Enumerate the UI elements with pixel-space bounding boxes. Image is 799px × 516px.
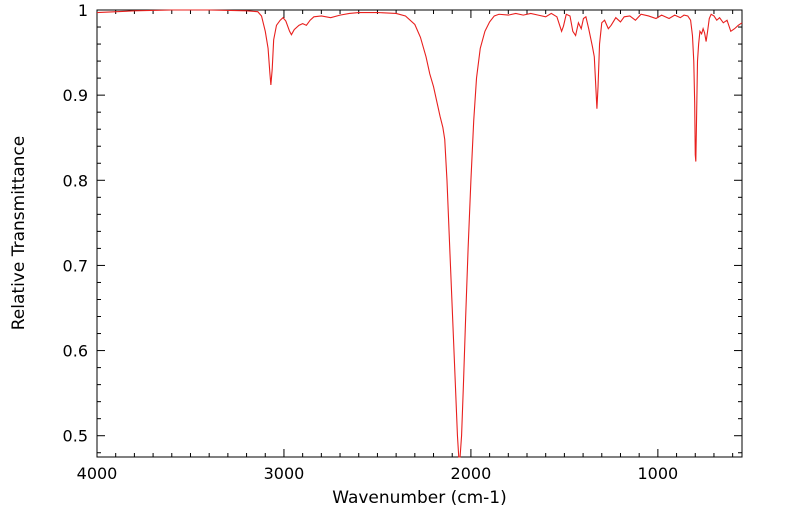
y-tick-label: 0.8 bbox=[63, 171, 88, 190]
y-tick-label: 0.7 bbox=[63, 256, 88, 275]
y-tick-label: 1 bbox=[78, 1, 88, 20]
x-tick-label: 3000 bbox=[264, 464, 305, 483]
series-line-spectrum bbox=[96, 9, 743, 458]
axis-tick-labels: 4000 3000 2000 1000 0.5 0.6 0.7 0.8 0.9 1 bbox=[63, 1, 679, 483]
axis-ticks bbox=[96, 9, 742, 457]
x-axis-label: Wavenumber (cm-1) bbox=[332, 488, 507, 508]
x-tick-label: 2000 bbox=[451, 464, 492, 483]
x-tick-label: 1000 bbox=[638, 464, 679, 483]
y-tick-label: 0.9 bbox=[63, 86, 88, 105]
y-axis-label: Relative Transmittance bbox=[9, 136, 29, 331]
y-tick-label: 0.6 bbox=[63, 342, 88, 361]
y-tick-label: 0.5 bbox=[63, 427, 88, 446]
plot-area-frame bbox=[96, 9, 743, 458]
x-tick-label: 4000 bbox=[77, 464, 118, 483]
